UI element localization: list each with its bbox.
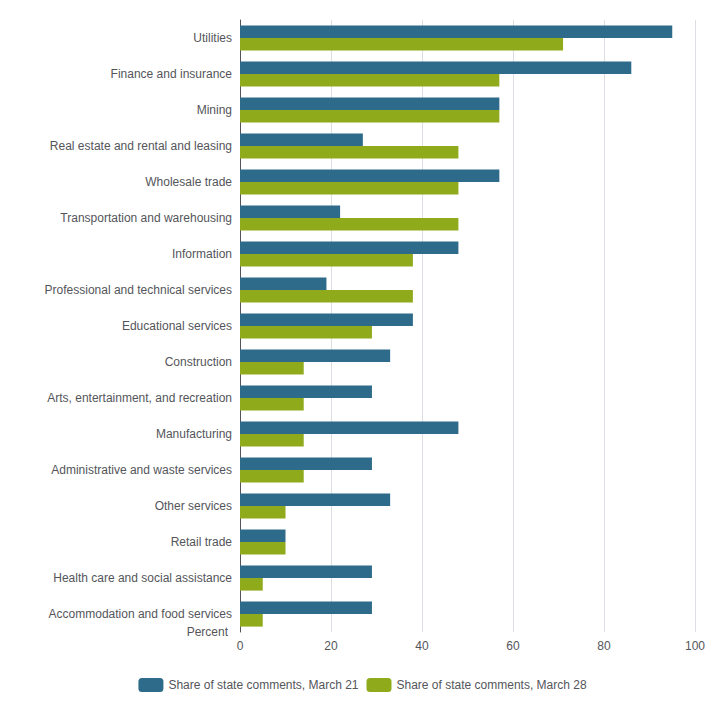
svg-text:Percent: Percent — [187, 625, 229, 639]
svg-text:Arts, entertainment, and recre: Arts, entertainment, and recreation — [47, 391, 232, 405]
svg-text:Information: Information — [172, 247, 232, 261]
svg-text:Construction: Construction — [165, 355, 232, 369]
svg-text:Accommodation and food service: Accommodation and food services — [49, 607, 232, 621]
svg-text:Real estate and rental and lea: Real estate and rental and leasing — [50, 139, 232, 153]
svg-text:Mining: Mining — [197, 103, 232, 117]
svg-text:Administrative and waste servi: Administrative and waste services — [51, 463, 232, 477]
svg-text:20: 20 — [324, 639, 338, 653]
svg-text:Transportation and warehousing: Transportation and warehousing — [60, 211, 232, 225]
svg-text:0: 0 — [237, 639, 244, 653]
svg-text:Wholesale trade: Wholesale trade — [145, 175, 232, 189]
svg-text:40: 40 — [415, 639, 429, 653]
svg-text:Share of state comments, March: Share of state comments, March 21 — [168, 678, 358, 692]
svg-text:Utilities: Utilities — [193, 31, 232, 45]
svg-text:Professional and technical ser: Professional and technical services — [45, 283, 232, 297]
svg-text:Finance and insurance: Finance and insurance — [111, 67, 233, 81]
svg-text:Retail trade: Retail trade — [171, 535, 233, 549]
svg-text:Manufacturing: Manufacturing — [156, 427, 232, 441]
svg-text:Educational services: Educational services — [122, 319, 232, 333]
svg-text:Health care and social assista: Health care and social assistance — [53, 571, 232, 585]
svg-text:100: 100 — [685, 639, 705, 653]
svg-text:60: 60 — [506, 639, 520, 653]
svg-text:Other services: Other services — [155, 499, 232, 513]
svg-text:80: 80 — [597, 639, 611, 653]
svg-text:Share of state comments, March: Share of state comments, March 28 — [397, 678, 587, 692]
